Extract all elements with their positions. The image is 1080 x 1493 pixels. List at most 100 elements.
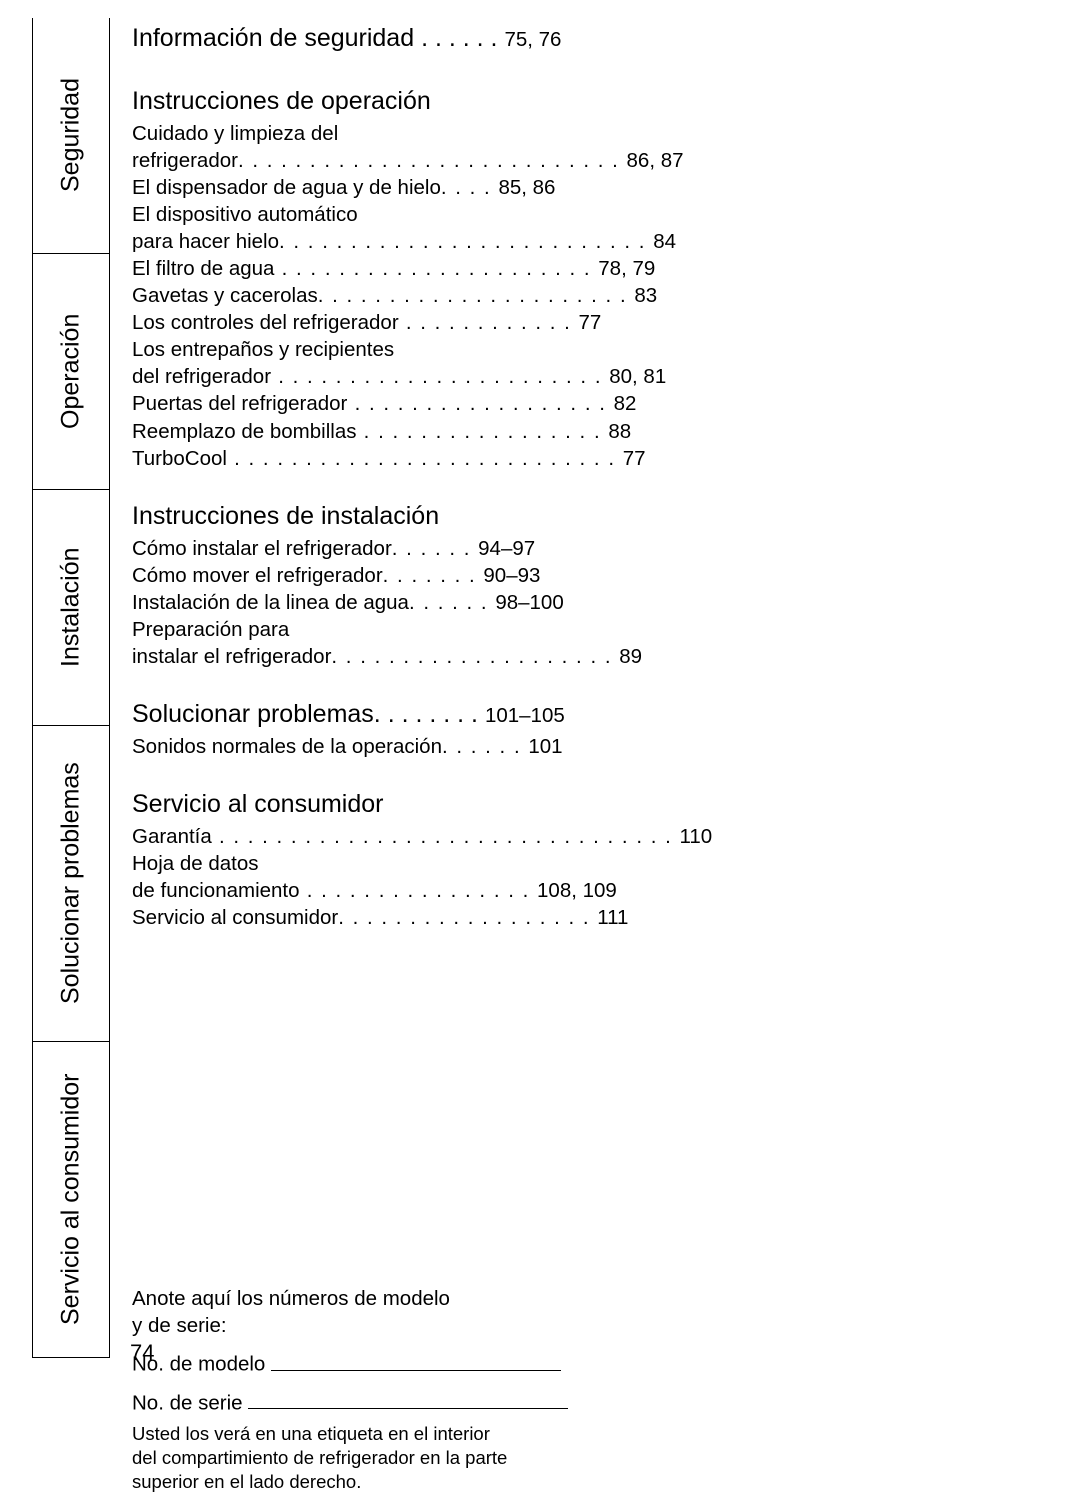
toc-pages: 110 (680, 825, 713, 848)
toc-dots: . . . . . . . . . . . . . . . . . (356, 420, 608, 443)
toc-pages: 86, 87 (627, 149, 684, 172)
toc-label: El dispensador de agua y de hielo (132, 176, 441, 199)
toc-entry: Los entrepaños y recipientes (132, 336, 1080, 363)
model-blank-line[interactable] (271, 1349, 561, 1371)
toc-pages: 111 (597, 906, 628, 929)
toc-entry: Sonidos normales de la operación. . . . … (132, 733, 1080, 760)
toc-label: refrigerador (132, 149, 238, 172)
toc-entry: Cómo mover el refrigerador. . . . . . . … (132, 562, 1080, 589)
toc-label: Puertas del refrigerador (132, 392, 347, 415)
toc-label: TurboCool (132, 447, 227, 470)
toc-pages: 77 (579, 311, 602, 334)
serial-label: No. de serie (132, 1391, 243, 1414)
tab-solucionar-problemas: Solucionar problemas (32, 726, 110, 1042)
toc-pages: 98–100 (495, 591, 563, 614)
toc-dots: . . . . . . . . . . . . . . . . . . . . … (238, 149, 627, 172)
toc-entry: instalar el refrigerador. . . . . . . . … (132, 643, 1080, 670)
toc-dots: . . . . . . . . . . . . . . . . . . (338, 906, 597, 929)
toc-label: Los controles del refrigerador (132, 311, 399, 334)
toc-section-instr-instalacion: Instrucciones de instalación (132, 502, 1080, 531)
toc-label: del refrigerador (132, 365, 271, 388)
notes-heading: Anote aquí los números de modelo (132, 1285, 1080, 1312)
toc-entry: Hoja de datos (132, 850, 1080, 877)
toc-entry: El filtro de agua . . . . . . . . . . . … (132, 255, 1080, 282)
notes-description: Usted los verá en una etiqueta en el int… (132, 1422, 1080, 1446)
toc-label: Gavetas y cacerolas (132, 284, 318, 307)
page-number: 74 (130, 1340, 154, 1366)
toc-dots: . . . . . . (442, 735, 528, 758)
toc-entry: del refrigerador . . . . . . . . . . . .… (132, 363, 1080, 390)
serial-blank-line[interactable] (248, 1388, 568, 1410)
toc-dots: . . . . . . . . (374, 700, 485, 728)
toc-label: Cómo instalar el refrigerador (132, 537, 392, 560)
toc-entry: refrigerador. . . . . . . . . . . . . . … (132, 147, 1080, 174)
toc-content: Información de seguridad . . . . . . 75,… (110, 0, 1080, 1388)
toc-entry: Servicio al consumidor. . . . . . . . . … (132, 904, 1080, 931)
toc-section-solucionar: Solucionar problemas. . . . . . . . 101–… (132, 700, 1080, 729)
toc-entry: de funcionamiento . . . . . . . . . . . … (132, 877, 1080, 904)
toc-section-info-seguridad: Información de seguridad . . . . . . 75,… (132, 24, 1080, 53)
toc-entry: El dispositivo automático (132, 201, 1080, 228)
toc-pages: 89 (619, 645, 642, 668)
toc-dots: . . . . . . (409, 591, 495, 614)
toc-section-instr-operacion: Instrucciones de operación (132, 87, 1080, 116)
toc-label: Cómo mover el refrigerador (132, 564, 383, 587)
toc-pages: 88 (608, 420, 631, 443)
toc-dots: . . . . . . . . . . . . (399, 311, 579, 334)
toc-dots: . . . . . . . . . . . . . . . . (300, 879, 537, 902)
toc-dots: . . . . . . . . . . . . . . . . . . . . … (318, 284, 635, 307)
toc-dots: . . . . . . (392, 537, 478, 560)
toc-entry: Preparación para (132, 616, 1080, 643)
notes-description: superior en el lado derecho. (132, 1470, 1080, 1493)
toc-label: Información de seguridad (132, 24, 414, 52)
toc-label: Sonidos normales de la operación (132, 735, 442, 758)
model-serial-notes: Anote aquí los números de modelo y de se… (132, 1285, 1080, 1493)
toc-entry: Cuidado y limpieza del (132, 120, 1080, 147)
toc-pages: 83 (634, 284, 657, 307)
toc-entry: para hacer hielo. . . . . . . . . . . . … (132, 228, 1080, 255)
toc-label: Reemplazo de bombillas (132, 420, 356, 443)
tab-seguridad: Seguridad (32, 18, 110, 254)
toc-entry: TurboCool . . . . . . . . . . . . . . . … (132, 445, 1080, 472)
toc-pages: 85, 86 (498, 176, 555, 199)
toc-dots: . . . . . . . . . . . . . . . . . . . . … (271, 365, 609, 388)
toc-entry: Los controles del refrigerador . . . . .… (132, 309, 1080, 336)
tab-instalacion: Instalación (32, 490, 110, 726)
toc-label: instalar el refrigerador (132, 645, 331, 668)
toc-dots: . . . . . . . (383, 564, 484, 587)
toc-entry: Instalación de la linea de agua. . . . .… (132, 589, 1080, 616)
toc-dots: . . . . . . . . . . . . . . . . . . . . … (279, 230, 653, 253)
toc-dots: . . . . (441, 176, 499, 199)
tab-servicio-consumidor: Servicio al consumidor (32, 1042, 110, 1358)
toc-entry: Garantía . . . . . . . . . . . . . . . .… (132, 823, 1080, 850)
toc-dots: . . . . . . . . . . . . . . . . . . . . … (274, 257, 598, 280)
notes-heading: y de serie: (132, 1312, 1080, 1339)
toc-pages: 108, 109 (537, 879, 617, 902)
toc-dots: . . . . . . . . . . . . . . . . . . (347, 392, 613, 415)
toc-entry: Reemplazo de bombillas . . . . . . . . .… (132, 418, 1080, 445)
toc-pages: 78, 79 (598, 257, 655, 280)
toc-pages: 101 (528, 735, 562, 758)
toc-pages: 77 (623, 447, 646, 470)
model-number-field: No. de modelo (132, 1349, 1080, 1378)
section-tabs-column: Seguridad Operación Instalación Solucion… (32, 0, 110, 1388)
toc-entry: Gavetas y cacerolas. . . . . . . . . . .… (132, 282, 1080, 309)
toc-pages: 84 (653, 230, 676, 253)
tab-operacion: Operación (32, 254, 110, 490)
toc-pages: 80, 81 (609, 365, 666, 388)
toc-entry: Puertas del refrigerador . . . . . . . .… (132, 390, 1080, 417)
toc-pages: 75, 76 (504, 28, 561, 51)
toc-pages: 94–97 (478, 537, 535, 560)
serial-number-field: No. de serie (132, 1388, 1080, 1417)
toc-pages: 90–93 (483, 564, 540, 587)
toc-label: Garantía (132, 825, 212, 848)
toc-dots: . . . . . . . . . . . . . . . . . . . . … (227, 447, 623, 470)
toc-dots: . . . . . . . . . . . . . . . . . . . . … (212, 825, 680, 848)
toc-pages: 82 (614, 392, 637, 415)
toc-entry: Cómo instalar el refrigerador. . . . . .… (132, 535, 1080, 562)
notes-description: del compartimiento de refrigerador en la… (132, 1446, 1080, 1470)
toc-label: para hacer hielo (132, 230, 279, 253)
toc-label: Instalación de la linea de agua (132, 591, 409, 614)
toc-dots: . . . . . . (421, 24, 504, 52)
toc-entry: El dispensador de agua y de hielo. . . .… (132, 174, 1080, 201)
